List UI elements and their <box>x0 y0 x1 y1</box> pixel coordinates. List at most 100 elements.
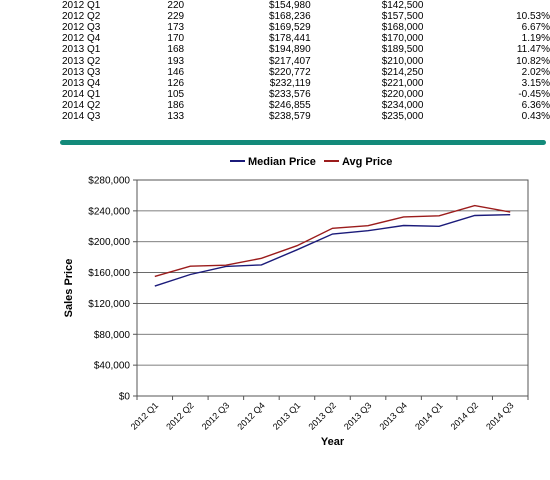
table-cell: $233,576 <box>268 88 311 100</box>
table-cell: 10.53% <box>516 11 550 23</box>
table-cell: 2012 Q4 <box>62 33 101 45</box>
chart-grid <box>136 179 529 397</box>
table-cell: $220,000 <box>381 88 424 100</box>
section-divider <box>60 140 546 145</box>
series-line-avg-price <box>154 204 511 278</box>
sales-table-body: 2012 Q1 220 $154,980 $142,500 2012 Q2 229 $168… <box>0 0 550 122</box>
table-cell: $194,890 <box>268 44 311 56</box>
table-row: 2014 Q3 133 $238,579 $235,000 0.43% <box>0 111 550 122</box>
table-row: 2013 Q2 193 $217,407 $210,000 10.82% <box>0 55 550 67</box>
table-cell: 2013 Q1 <box>62 44 101 56</box>
table-cell: $189,500 <box>381 44 424 56</box>
table-cell: 220 <box>167 0 185 12</box>
legend-label: Median Price <box>248 156 316 168</box>
table-row: 2012 Q2 229 $168,236 $157,500 10.53% <box>0 11 550 22</box>
table-row: 2013 Q4 126 $232,119 $221,000 3.15% <box>0 78 550 89</box>
x-tick-label: 2014 Q2 <box>449 400 480 431</box>
y-axis-label: Sales Price <box>63 259 75 318</box>
table-cell: $154,980 <box>268 0 311 12</box>
y-tick-label: $40,000 <box>94 361 131 372</box>
sales-table: 2012 Q1 220 $154,980 $142,500 2012 Q2 229 $168… <box>0 0 550 122</box>
table-cell: $238,579 <box>268 110 311 122</box>
x-tick-label: 2012 Q2 <box>164 400 195 431</box>
table-cell: $157,500 <box>381 11 424 23</box>
y-tick-label: $160,000 <box>88 268 130 279</box>
table-cell: $142,500 <box>381 0 424 12</box>
legend-label: Avg Price <box>342 156 392 168</box>
y-tick-label: $200,000 <box>88 237 130 248</box>
x-tick-label: 2012 Q1 <box>129 400 160 431</box>
table-cell: 168 <box>167 44 185 56</box>
x-axis-label: Year <box>321 436 345 448</box>
plot-area <box>136 179 529 397</box>
table-cell: 146 <box>167 66 185 78</box>
table-cell: 6.67% <box>521 22 550 34</box>
table-cell: 2014 Q1 <box>62 88 101 100</box>
table-cell: 2013 Q2 <box>62 55 101 67</box>
table-cell: 229 <box>167 11 185 23</box>
table-cell: $169,529 <box>268 22 311 34</box>
x-tick-label: 2012 Q3 <box>200 400 231 431</box>
table-cell: 2012 Q1 <box>62 0 101 12</box>
table-cell: $234,000 <box>381 99 424 111</box>
table-cell: 170 <box>167 33 185 45</box>
table-cell: 2013 Q4 <box>62 77 101 89</box>
table-cell: 2014 Q3 <box>62 110 101 122</box>
table-cell: 173 <box>167 22 185 34</box>
table-cell: 105 <box>167 88 185 100</box>
table-row: 2013 Q1 168 $194,890 $189,500 11.47% <box>0 44 550 55</box>
table-cell: 11.47% <box>516 44 550 56</box>
x-tick-label: 2014 Q1 <box>413 400 444 431</box>
table-row: 2014 Q2 186 $246,855 $234,000 6.36% <box>0 100 550 111</box>
table-cell: 6.36% <box>521 99 550 111</box>
y-tick-label: $80,000 <box>94 330 131 341</box>
y-tick-label: $280,000 <box>88 176 130 187</box>
table-cell: 3.15% <box>521 77 550 89</box>
table-cell: $221,000 <box>381 77 424 89</box>
table-cell <box>423 0 550 11</box>
table-cell: 2012 Q3 <box>62 22 101 34</box>
y-axis-ticks: $0 $40,000 $80,000 $120,000 $160,000 $200,000… <box>88 176 137 403</box>
x-axis-ticks: 2012 Q1 2012 Q2 2012 Q3 2012 Q4 2013 Q1 2013 … <box>129 396 529 432</box>
table-cell: 0.43% <box>521 110 550 122</box>
table-cell: $168,000 <box>381 22 424 34</box>
series-line-median-price <box>154 214 511 287</box>
table-cell: 2012 Q2 <box>62 11 101 23</box>
table-row: 2012 Q1 220 $154,980 $142,500 <box>0 0 550 11</box>
table-cell: 193 <box>167 55 185 67</box>
table-row: 2012 Q4 170 $178,441 $170,000 1.19% <box>0 33 550 44</box>
table-cell: $220,772 <box>268 66 311 78</box>
y-tick-label: $120,000 <box>88 299 130 310</box>
price-line-chart: Median Price Avg Price $0 $40,000 $80,000 $1… <box>63 156 529 448</box>
chart-series <box>154 204 511 287</box>
table-cell: 1.19% <box>521 33 550 45</box>
table-cell: $232,119 <box>269 77 311 89</box>
table-cell: 133 <box>167 110 185 122</box>
table-cell: 2013 Q3 <box>62 66 101 78</box>
table-cell: $217,407 <box>268 55 311 67</box>
table-cell: $178,441 <box>268 33 311 45</box>
x-tick-label: 2013 Q3 <box>342 400 373 431</box>
x-tick-label: 2014 Q3 <box>484 400 515 431</box>
table-cell: 126 <box>167 77 185 89</box>
table-cell: 186 <box>167 99 185 111</box>
table-cell: $210,000 <box>381 55 424 67</box>
x-tick-label: 2013 Q4 <box>378 400 409 431</box>
table-cell: $168,236 <box>268 11 311 23</box>
table-row: 2014 Q1 105 $233,576 $220,000 -0.45% <box>0 89 550 100</box>
chart-legend: Median Price Avg Price <box>230 156 392 168</box>
table-cell: 2014 Q2 <box>62 99 101 111</box>
table-cell: -0.45% <box>518 88 550 100</box>
table-cell: 2.02% <box>521 66 550 78</box>
table-cell: $235,000 <box>381 110 424 122</box>
x-tick-label: 2013 Q2 <box>306 400 337 431</box>
x-tick-label: 2012 Q4 <box>235 400 266 431</box>
y-tick-label: $0 <box>119 392 131 403</box>
table-row: 2013 Q3 146 $220,772 $214,250 2.02% <box>0 67 550 78</box>
table-cell: $170,000 <box>381 33 424 45</box>
table-cell: $214,250 <box>381 66 424 78</box>
x-tick-label: 2013 Q1 <box>271 400 302 431</box>
y-tick-label: $240,000 <box>88 206 130 217</box>
table-cell: 10.82% <box>516 55 550 67</box>
table-row: 2012 Q3 173 $169,529 $168,000 6.67% <box>0 22 550 33</box>
